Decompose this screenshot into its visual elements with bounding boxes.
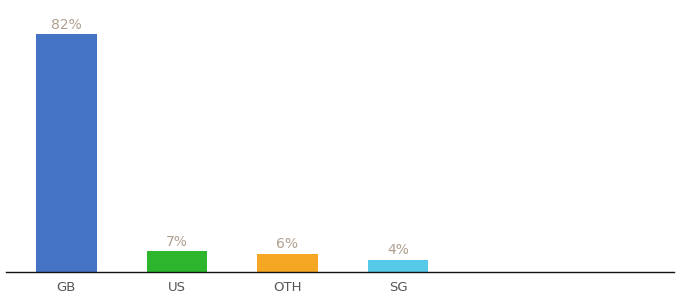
Bar [257, 254, 318, 272]
Text: 6%: 6% [277, 238, 299, 251]
Text: 82%: 82% [51, 18, 82, 32]
Text: 4%: 4% [387, 243, 409, 257]
Bar [368, 260, 428, 272]
Text: 7%: 7% [166, 235, 188, 249]
Bar [36, 34, 97, 272]
Bar [146, 251, 207, 272]
